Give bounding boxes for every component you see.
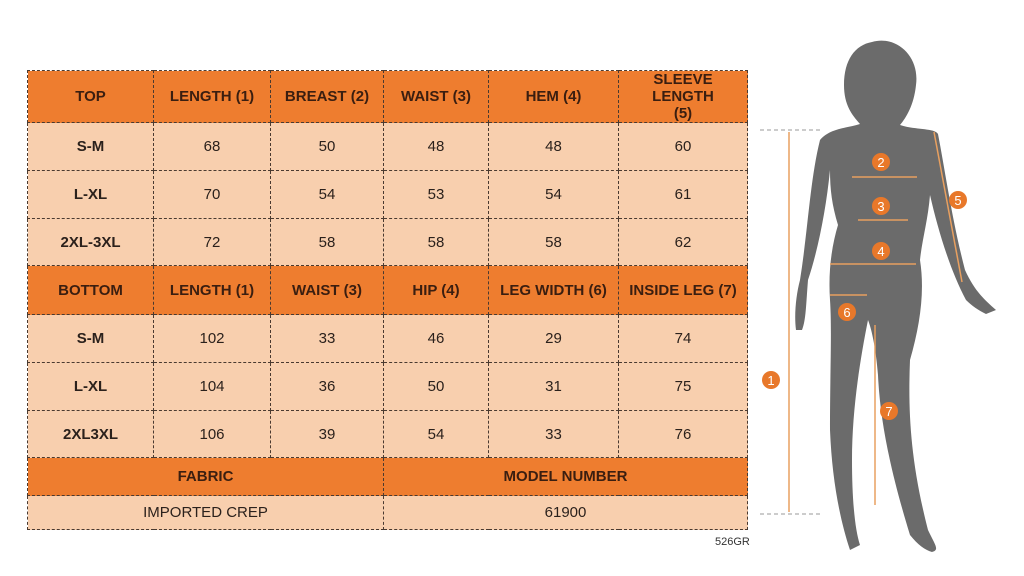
measurement-lines	[760, 129, 963, 515]
header-cell: INSIDE LEG (7)	[618, 265, 748, 315]
bottom-header-row: BOTTOM LENGTH (1) WAIST (3) HIP (4) LEG …	[27, 265, 748, 315]
marker-3-badge	[872, 197, 890, 215]
fabric-value: IMPORTED CREP	[27, 495, 384, 530]
header-cell: LENGTH (1)	[153, 70, 271, 123]
value-cell: 29	[488, 314, 619, 363]
marker-label: 5	[954, 193, 961, 208]
value-cell: 48	[383, 122, 489, 171]
value-cell: 50	[383, 362, 489, 411]
model-number-value: 61900	[383, 495, 748, 530]
fabric-value-row: IMPORTED CREP 61900	[27, 495, 748, 530]
value-cell: 54	[270, 170, 384, 219]
fabric-header-row: FABRIC MODEL NUMBER	[27, 457, 748, 496]
value-cell: 62	[618, 218, 748, 266]
header-cell: SLEEVE LENGTH (5)	[618, 70, 748, 123]
header-cell: WAIST (3)	[270, 265, 384, 315]
size-cell: 2XL3XL	[27, 410, 154, 458]
value-cell: 106	[153, 410, 271, 458]
value-cell: 48	[488, 122, 619, 171]
marker-label: 2	[877, 155, 884, 170]
header-cell: HEM (4)	[488, 70, 619, 123]
value-cell: 31	[488, 362, 619, 411]
marker-label: 1	[767, 373, 774, 388]
value-cell: 36	[270, 362, 384, 411]
header-cell: BOTTOM	[27, 265, 154, 315]
table-row: L-XL 104 36 50 31 75	[27, 362, 748, 411]
value-cell: 74	[618, 314, 748, 363]
value-cell: 46	[383, 314, 489, 363]
marker-7-badge	[880, 402, 898, 420]
header-cell: TOP	[27, 70, 154, 123]
table-row: 2XL-3XL 72 58 58 58 62	[27, 218, 748, 266]
header-cell: WAIST (3)	[383, 70, 489, 123]
top-header-row: TOP LENGTH (1) BREAST (2) WAIST (3) HEM …	[27, 70, 748, 123]
header-cell: LEG WIDTH (6)	[488, 265, 619, 315]
value-cell: 68	[153, 122, 271, 171]
size-chart-table: TOP LENGTH (1) BREAST (2) WAIST (3) HEM …	[27, 70, 748, 530]
size-cell: 2XL-3XL	[27, 218, 154, 266]
value-cell: 102	[153, 314, 271, 363]
value-cell: 58	[270, 218, 384, 266]
value-cell: 33	[270, 314, 384, 363]
value-cell: 53	[383, 170, 489, 219]
header-cell: HIP (4)	[383, 265, 489, 315]
table-row: L-XL 70 54 53 54 61	[27, 170, 748, 219]
size-cell: S-M	[27, 314, 154, 363]
value-cell: 61	[618, 170, 748, 219]
table-row: S-M 68 50 48 48 60	[27, 122, 748, 171]
marker-4-badge	[872, 242, 890, 260]
header-cell: LENGTH (1)	[153, 265, 271, 315]
marker-label: 3	[877, 199, 884, 214]
value-cell: 58	[488, 218, 619, 266]
value-cell: 54	[383, 410, 489, 458]
value-cell: 104	[153, 362, 271, 411]
model-number-label: MODEL NUMBER	[383, 457, 748, 496]
value-cell: 33	[488, 410, 619, 458]
marker-label: 7	[885, 404, 892, 419]
value-cell: 58	[383, 218, 489, 266]
value-cell: 60	[618, 122, 748, 171]
marker-2-badge	[872, 153, 890, 171]
marker-6-badge	[838, 303, 856, 321]
size-cell: L-XL	[27, 362, 154, 411]
value-cell: 54	[488, 170, 619, 219]
size-cell: L-XL	[27, 170, 154, 219]
table-row: 2XL3XL 106 39 54 33 76	[27, 410, 748, 458]
marker-5-badge	[949, 191, 967, 209]
marker-label: 6	[843, 305, 850, 320]
value-cell: 75	[618, 362, 748, 411]
value-cell: 76	[618, 410, 748, 458]
value-cell: 72	[153, 218, 271, 266]
product-code: 526GR	[715, 536, 750, 548]
value-cell: 50	[270, 122, 384, 171]
size-cell: S-M	[27, 122, 154, 171]
header-cell: BREAST (2)	[270, 70, 384, 123]
table-row: S-M 102 33 46 29 74	[27, 314, 748, 363]
silhouette	[795, 40, 996, 552]
body-measurement-figure: 1 2 3 4 5 6 7	[760, 40, 996, 552]
marker-label: 4	[877, 244, 884, 259]
value-cell: 70	[153, 170, 271, 219]
value-cell: 39	[270, 410, 384, 458]
marker-1-badge	[762, 371, 780, 389]
fabric-label: FABRIC	[27, 457, 384, 496]
